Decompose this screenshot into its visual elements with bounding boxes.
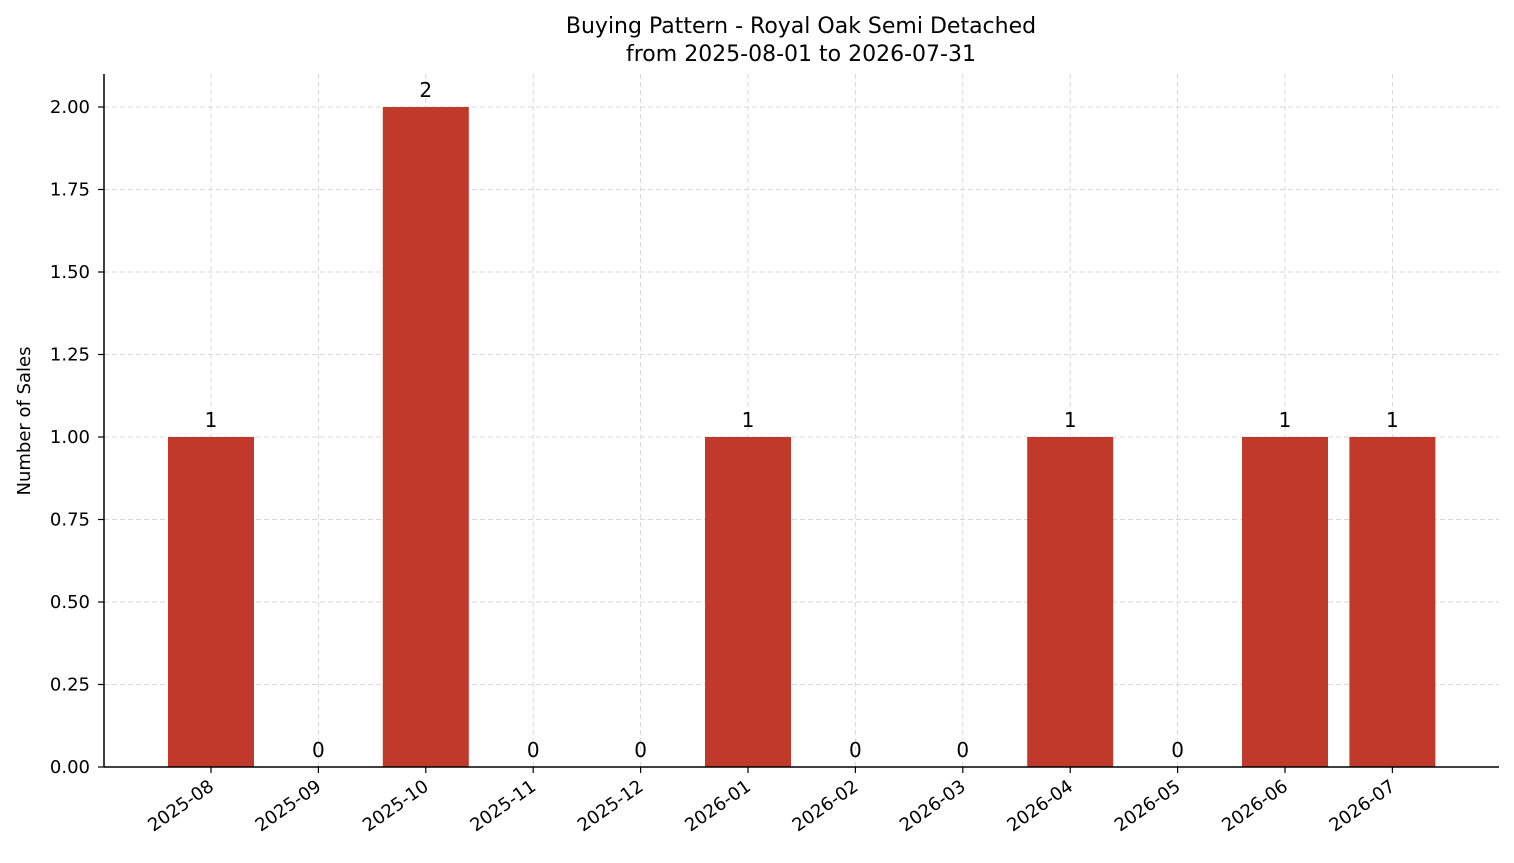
x-tick-label: 2025-11 — [466, 776, 540, 836]
bar-2026-04 — [1027, 437, 1114, 767]
x-tick-label: 2026-02 — [789, 776, 863, 836]
y-tick-label: 2.00 — [50, 97, 90, 118]
x-tick-label: 2026-03 — [896, 776, 970, 836]
y-tick-label: 1.75 — [50, 180, 90, 201]
y-tick-label: 0.50 — [50, 592, 90, 613]
bar-value-label: 1 — [742, 408, 755, 432]
bar-value-label: 1 — [1064, 408, 1077, 432]
x-tick-label: 2025-12 — [574, 776, 648, 836]
bar-value-label: 1 — [1279, 408, 1292, 432]
x-tick-label: 2026-05 — [1111, 776, 1185, 836]
x-tick-label: 2026-01 — [681, 776, 755, 836]
x-tick-label: 2026-06 — [1218, 776, 1292, 836]
y-tick-label: 1.50 — [50, 262, 90, 283]
bar-value-label: 0 — [849, 738, 862, 762]
y-axis-label: Number of Sales — [14, 346, 35, 495]
chart-title-line-2: from 2025-08-01 to 2026-07-31 — [626, 42, 976, 67]
bar-value-label: 1 — [1386, 408, 1399, 432]
bar-2026-07 — [1349, 437, 1436, 767]
x-tick-label: 2025-10 — [359, 776, 433, 836]
bar-2025-08 — [168, 437, 254, 767]
bar-value-label: 0 — [312, 738, 325, 762]
bar-value-label: 0 — [527, 738, 540, 762]
x-tick-label: 2026-07 — [1326, 776, 1400, 836]
bars — [168, 107, 1436, 767]
bar-2026-01 — [705, 437, 791, 767]
bar-value-label: 2 — [419, 78, 432, 102]
bar-value-label: 1 — [205, 408, 218, 432]
x-tick-label: 2025-08 — [144, 776, 218, 836]
bar-value-label: 0 — [1171, 738, 1184, 762]
y-tick-label: 0.75 — [50, 510, 90, 531]
y-tick-label: 1.25 — [50, 345, 90, 366]
y-tick-label: 1.00 — [50, 427, 90, 448]
bar-2026-06 — [1242, 437, 1328, 767]
x-tick-label: 2025-09 — [252, 776, 326, 836]
axes — [98, 74, 1499, 773]
chart-title-line-1: Buying Pattern - Royal Oak Semi Detached — [566, 14, 1036, 39]
bar-2025-10 — [382, 107, 469, 767]
y-tick-label: 0.00 — [50, 757, 90, 778]
x-tick-label: 2026-04 — [1003, 776, 1077, 836]
y-tick-label: 0.25 — [50, 675, 90, 696]
bar-value-label: 0 — [956, 738, 969, 762]
bar-value-label: 0 — [634, 738, 647, 762]
